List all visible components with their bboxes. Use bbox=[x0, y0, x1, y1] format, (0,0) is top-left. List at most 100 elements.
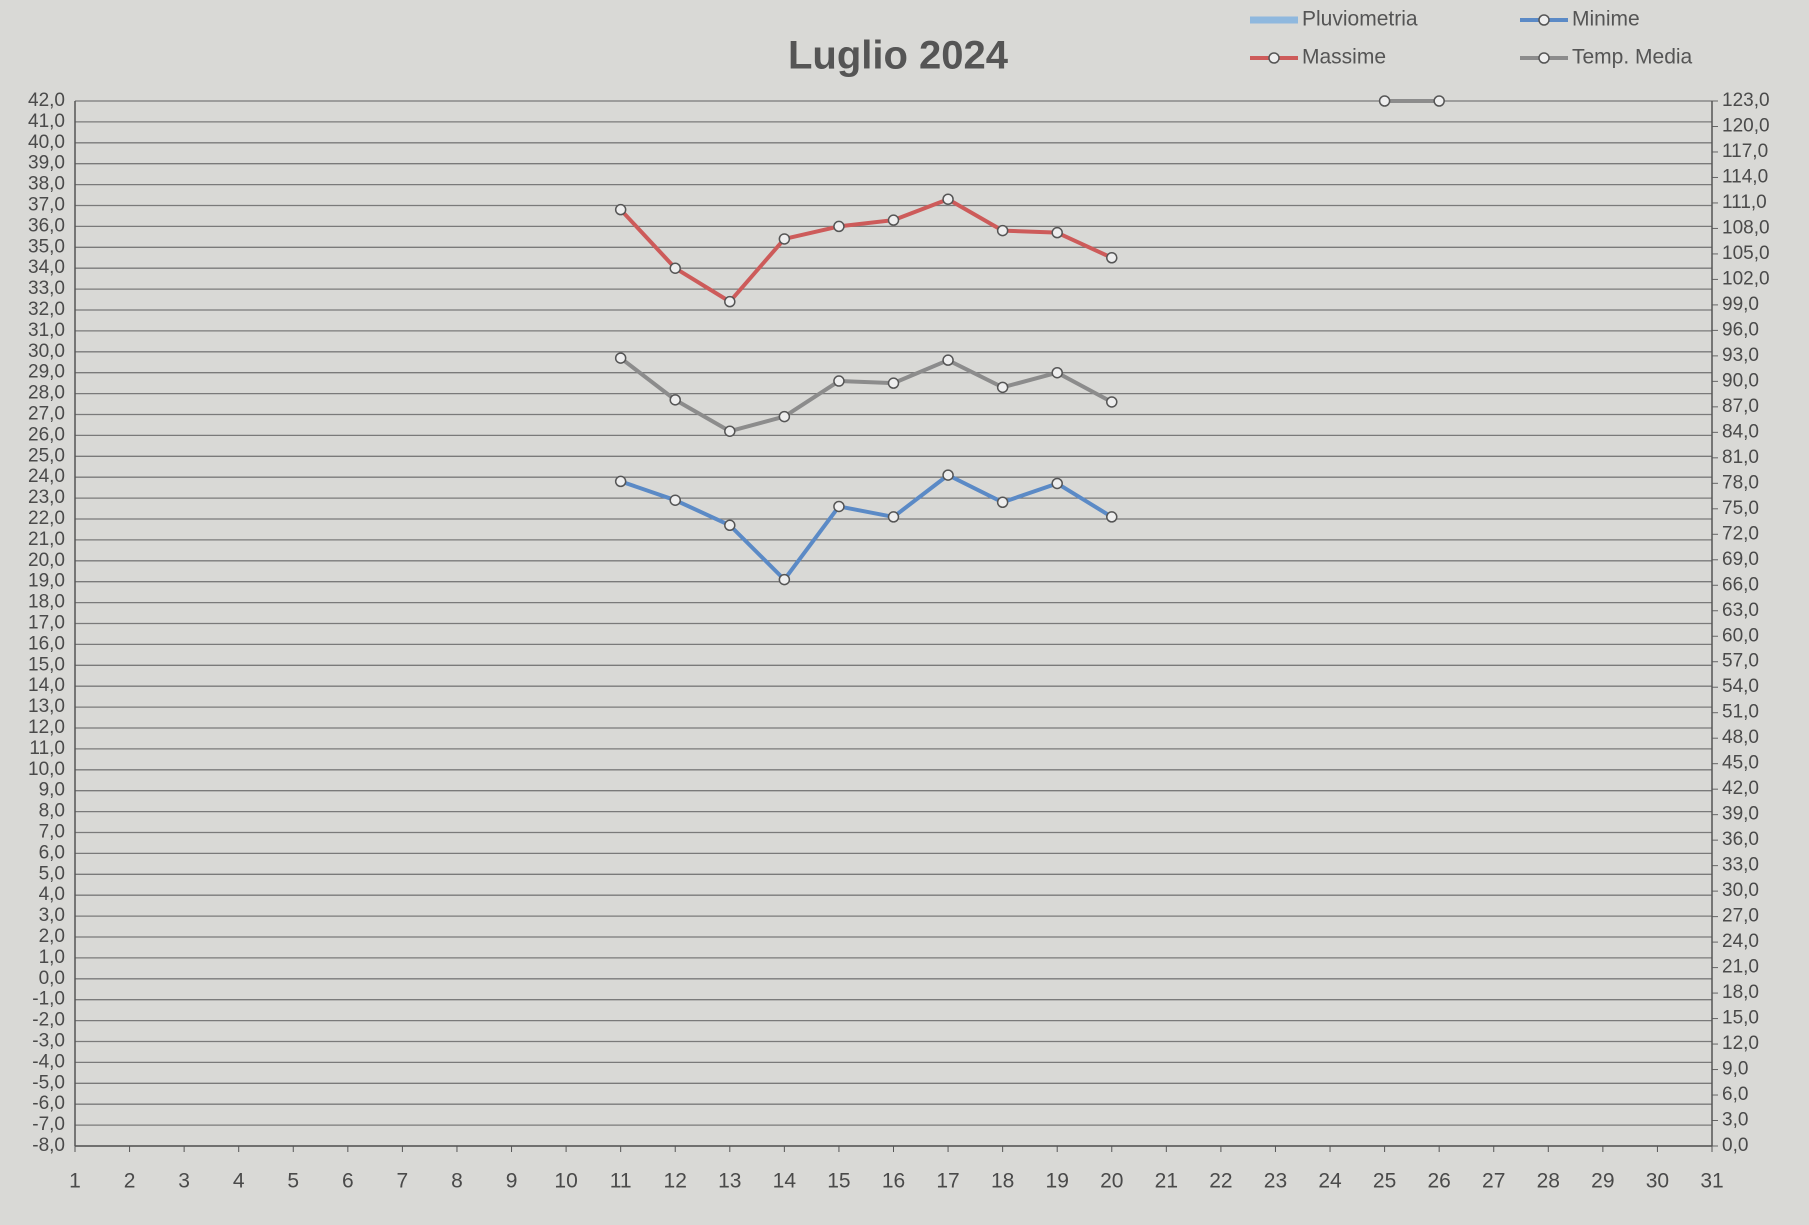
y-tick-label: 29,0 bbox=[28, 362, 65, 383]
y-tick-label: 32,0 bbox=[28, 299, 65, 320]
y-tick-label: 3,0 bbox=[39, 905, 65, 926]
y-tick-label: 7,0 bbox=[39, 822, 65, 843]
y2-tick-label: 111,0 bbox=[1722, 192, 1767, 213]
y2-tick-label: 57,0 bbox=[1722, 651, 1759, 672]
y-tick-label: 20,0 bbox=[28, 550, 65, 571]
y2-tick-label: 3,0 bbox=[1722, 1110, 1748, 1131]
legend-marker bbox=[1268, 52, 1280, 64]
legend-label: Minime bbox=[1572, 8, 1640, 31]
x-tick-label: 17 bbox=[936, 1170, 959, 1193]
y-tick-label: 6,0 bbox=[39, 842, 65, 863]
x-tick-label: 10 bbox=[554, 1170, 577, 1193]
legend-label: Massime bbox=[1302, 46, 1386, 69]
y2-tick-label: 9,0 bbox=[1722, 1059, 1748, 1080]
y-tick-label: 18,0 bbox=[28, 592, 65, 613]
y-tick-label: 13,0 bbox=[28, 696, 65, 717]
point bbox=[778, 410, 791, 423]
x-tick-label: 1 bbox=[69, 1170, 81, 1193]
y-tick-label: 30,0 bbox=[28, 341, 65, 362]
point bbox=[833, 500, 845, 513]
y2-tick-label: 69,0 bbox=[1722, 549, 1759, 570]
y-tick-label: 10,0 bbox=[28, 759, 65, 780]
y-tick-label: -5,0 bbox=[32, 1072, 65, 1093]
point bbox=[1433, 95, 1445, 107]
point bbox=[1378, 95, 1391, 107]
x-tick-label: 29 bbox=[1591, 1170, 1614, 1193]
y-tick-label: 22,0 bbox=[28, 508, 65, 529]
y2-tick-label: 51,0 bbox=[1722, 702, 1759, 723]
y2-tick-label: 0,0 bbox=[1722, 1135, 1748, 1156]
y-tick-label: 35,0 bbox=[28, 236, 65, 257]
y-tick-label: 33,0 bbox=[28, 278, 65, 299]
y2-tick-label: 21,0 bbox=[1722, 957, 1759, 978]
x-tick-label: 28 bbox=[1537, 1170, 1560, 1193]
x-tick-label: 23 bbox=[1264, 1170, 1287, 1193]
series-line bbox=[620, 473, 1113, 582]
point bbox=[614, 203, 627, 216]
y2-tick-label: 81,0 bbox=[1722, 447, 1759, 468]
y-tick-label: 26,0 bbox=[28, 424, 65, 445]
x-tick-label: 15 bbox=[827, 1170, 850, 1193]
y2-tick-label: 84,0 bbox=[1722, 421, 1759, 442]
x-tick-label: 8 bbox=[451, 1170, 463, 1193]
y-tick-label: 8,0 bbox=[39, 801, 65, 822]
point bbox=[614, 475, 627, 488]
y2-tick-label: 93,0 bbox=[1722, 345, 1759, 366]
y-tick-label: 34,0 bbox=[28, 257, 65, 278]
y-tick-label: 23,0 bbox=[28, 487, 65, 508]
x-tick-label: 16 bbox=[882, 1170, 905, 1193]
point bbox=[887, 511, 900, 523]
legend-label: Temp. Media bbox=[1572, 46, 1693, 69]
x-tick-label: 7 bbox=[397, 1170, 409, 1193]
y-tick-label: 28,0 bbox=[28, 383, 65, 404]
legend-marker bbox=[1538, 52, 1550, 64]
point bbox=[614, 352, 627, 364]
point bbox=[724, 295, 736, 308]
y2-tick-label: 6,0 bbox=[1722, 1084, 1748, 1105]
point bbox=[669, 394, 681, 406]
y-tick-label: 21,0 bbox=[28, 529, 65, 550]
series-line bbox=[619, 99, 1440, 434]
point bbox=[669, 494, 681, 506]
x-tick-label: 4 bbox=[233, 1170, 245, 1193]
x-tick-label: 12 bbox=[664, 1170, 687, 1193]
x-tick-label: 13 bbox=[718, 1170, 741, 1193]
x-tick-label: 19 bbox=[1046, 1170, 1069, 1193]
x-tick-label: 21 bbox=[1155, 1170, 1178, 1193]
x-tick-label: 5 bbox=[287, 1170, 299, 1193]
x-tick-label: 3 bbox=[178, 1170, 190, 1193]
x-tick-label: 22 bbox=[1209, 1170, 1232, 1193]
y2-tick-label: 75,0 bbox=[1722, 498, 1759, 519]
point bbox=[996, 381, 1009, 394]
x-tick-label: 20 bbox=[1100, 1170, 1123, 1193]
y-tick-label: -8,0 bbox=[32, 1135, 65, 1156]
series-line bbox=[619, 197, 1113, 304]
y2-tick-label: 30,0 bbox=[1722, 880, 1759, 901]
y-tick-label: 38,0 bbox=[28, 174, 65, 195]
y-tick-label: 42,0 bbox=[28, 90, 65, 111]
y2-tick-label: 117,0 bbox=[1722, 141, 1768, 162]
y2-tick-label: 36,0 bbox=[1722, 829, 1759, 850]
x-tick-label: 31 bbox=[1700, 1170, 1723, 1193]
y2-tick-label: 114,0 bbox=[1722, 166, 1768, 187]
point bbox=[887, 214, 900, 226]
y-tick-label: 25,0 bbox=[28, 445, 65, 466]
y2-tick-label: 78,0 bbox=[1722, 472, 1759, 493]
y-tick-label: 4,0 bbox=[39, 884, 65, 905]
point bbox=[887, 377, 900, 389]
point bbox=[996, 496, 1009, 509]
y-tick-label: 37,0 bbox=[28, 195, 65, 216]
y2-tick-label: 90,0 bbox=[1722, 370, 1759, 391]
y2-tick-label: 45,0 bbox=[1722, 753, 1759, 774]
point bbox=[942, 193, 954, 205]
point bbox=[1106, 252, 1118, 264]
y2-tick-label: 105,0 bbox=[1722, 243, 1770, 264]
y2-tick-label: 99,0 bbox=[1722, 294, 1759, 315]
legend-marker bbox=[1538, 14, 1550, 26]
y-tick-label: 12,0 bbox=[28, 717, 65, 738]
y-tick-label: 9,0 bbox=[39, 780, 65, 801]
y2-tick-label: 102,0 bbox=[1722, 268, 1770, 289]
y-tick-label: 39,0 bbox=[28, 153, 65, 174]
y-tick-label: -2,0 bbox=[32, 1010, 65, 1031]
